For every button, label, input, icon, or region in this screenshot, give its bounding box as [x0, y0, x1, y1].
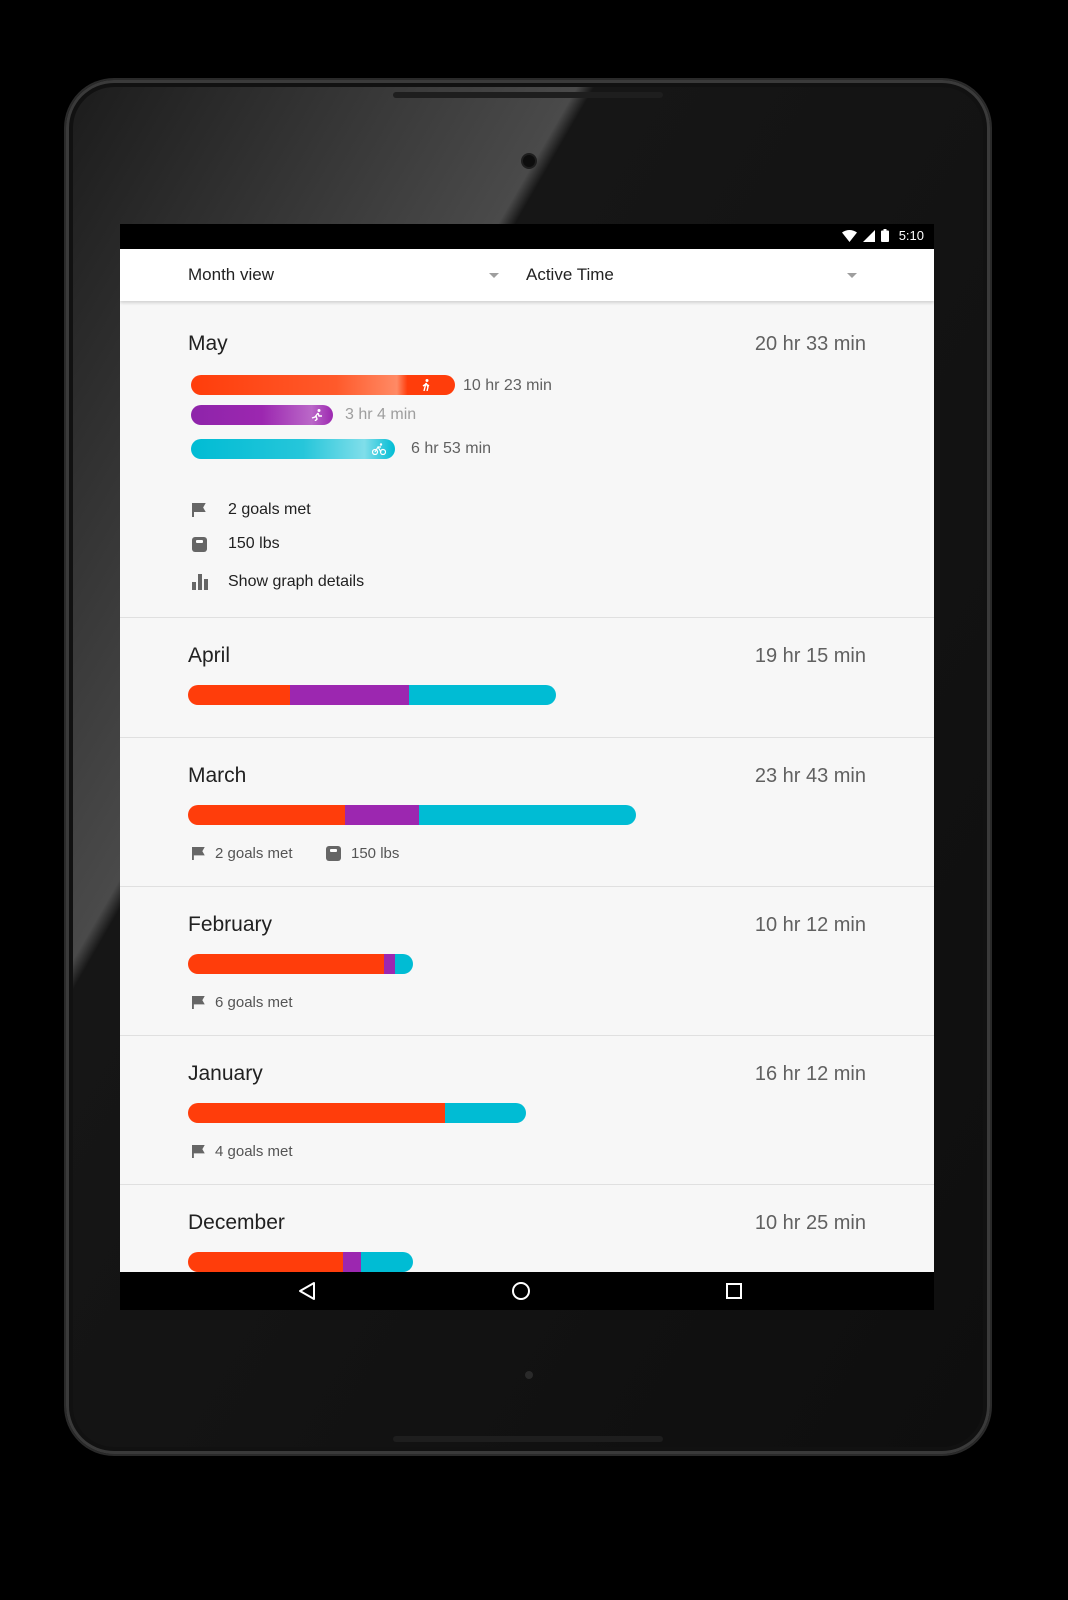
biking-segment — [418, 805, 636, 825]
home-button[interactable] — [510, 1280, 532, 1302]
goals-met: 2 goals met — [192, 845, 293, 862]
month-card-april[interactable]: April 19 hr 15 min — [120, 618, 934, 738]
flag-icon — [192, 503, 206, 517]
goals-text: 2 goals met — [215, 845, 293, 862]
stacked-activity-bar — [188, 954, 413, 974]
biking-segment — [408, 685, 556, 705]
activity-bar — [191, 439, 395, 459]
month-total: 10 hr 25 min — [754, 1212, 866, 1234]
running-segment — [383, 954, 395, 974]
view-dropdown[interactable]: Month view — [188, 249, 504, 301]
month-card-january[interactable]: January 16 hr 12 min 4 goals met — [120, 1036, 934, 1185]
month-total: 23 hr 43 min — [754, 765, 866, 787]
screen: 5:10 Month view Active Time May 20 hr 33… — [120, 224, 934, 1310]
month-name: May — [188, 332, 228, 355]
month-name: March — [188, 764, 247, 787]
running-segment — [344, 805, 419, 825]
bar-chart-icon — [192, 574, 208, 590]
month-card-february[interactable]: February 10 hr 12 min 6 goals met — [120, 887, 934, 1036]
goals-met: 6 goals met — [192, 994, 293, 1011]
scale-icon — [326, 846, 341, 861]
goals-text: 4 goals met — [215, 1143, 293, 1160]
walking-segment — [188, 685, 291, 705]
bottom-speaker — [393, 1436, 663, 1442]
running-segment — [343, 1252, 362, 1272]
biking-segment — [395, 954, 413, 974]
recents-button[interactable] — [723, 1280, 745, 1302]
activity-duration: 10 hr 23 min — [463, 377, 552, 394]
wifi-icon — [841, 229, 857, 242]
walking-segment — [188, 805, 345, 825]
battery-icon — [880, 229, 889, 242]
flag-icon — [192, 847, 205, 860]
flag-icon — [192, 996, 205, 1009]
home-circle-icon — [512, 1282, 530, 1300]
weight: 150 lbs — [192, 535, 280, 553]
goals-met: 4 goals met — [192, 1143, 293, 1160]
month-total: 16 hr 12 min — [754, 1063, 866, 1085]
stacked-activity-bar — [188, 805, 636, 825]
chevron-down-icon — [489, 273, 499, 278]
activity-duration: 3 hr 4 min — [345, 406, 417, 423]
metric-dropdown[interactable]: Active Time — [526, 249, 857, 301]
stacked-activity-bar — [188, 1252, 413, 1272]
toolbar: Month view Active Time — [120, 249, 934, 301]
month-list: May 20 hr 33 min 10 hr 23 min 3 hr 4 min… — [120, 301, 934, 1310]
month-name: April — [188, 644, 231, 667]
cell-signal-icon — [862, 229, 875, 242]
weight: 150 lbs — [326, 845, 399, 862]
biking-segment — [361, 1252, 413, 1272]
activity-bar — [191, 405, 333, 425]
month-name: February — [188, 913, 273, 936]
back-button[interactable] — [296, 1280, 318, 1302]
activity-duration: 6 hr 53 min — [411, 440, 492, 457]
front-camera — [523, 155, 535, 167]
goals-text: 2 goals met — [228, 501, 311, 518]
metric-dropdown-label: Active Time — [526, 265, 614, 284]
view-dropdown-label: Month view — [188, 265, 274, 284]
status-bar: 5:10 — [120, 224, 934, 249]
walking-segment — [188, 1103, 445, 1123]
show-graph-details-link[interactable]: Show graph details — [192, 573, 364, 591]
activity-bar — [191, 375, 455, 395]
month-total: 19 hr 15 min — [754, 645, 866, 667]
weight-text: 150 lbs — [228, 535, 280, 552]
back-triangle-icon — [299, 1282, 315, 1300]
goals-text: 6 goals met — [215, 994, 293, 1011]
top-speaker — [393, 92, 663, 98]
walking-segment — [188, 1252, 344, 1272]
month-name: December — [188, 1211, 285, 1234]
flag-icon — [192, 1145, 205, 1158]
scale-icon — [192, 536, 207, 552]
stacked-activity-bar — [188, 1103, 526, 1123]
month-card-may[interactable]: May 20 hr 33 min 10 hr 23 min 3 hr 4 min… — [120, 301, 934, 618]
chevron-down-icon — [847, 273, 857, 278]
stacked-activity-bar — [188, 685, 556, 705]
biking-segment — [444, 1103, 526, 1123]
recents-square-icon — [726, 1283, 742, 1299]
show-graph-details-label: Show graph details — [228, 573, 365, 590]
month-total: 20 hr 33 min — [754, 333, 866, 355]
month-card-march[interactable]: March 23 hr 43 min 2 goals met 150 lbs — [120, 738, 934, 887]
light-sensor — [525, 1371, 533, 1379]
running-icon — [311, 409, 322, 421]
weight-text: 150 lbs — [351, 845, 400, 862]
month-total: 10 hr 12 min — [754, 914, 866, 936]
walking-segment — [188, 954, 384, 974]
month-name: January — [188, 1062, 263, 1085]
status-time: 5:10 — [898, 228, 924, 243]
walking-icon — [422, 379, 430, 391]
navigation-bar — [120, 1272, 934, 1310]
running-segment — [290, 685, 409, 705]
biking-icon — [372, 443, 386, 455]
goals-met: 2 goals met — [192, 501, 311, 519]
